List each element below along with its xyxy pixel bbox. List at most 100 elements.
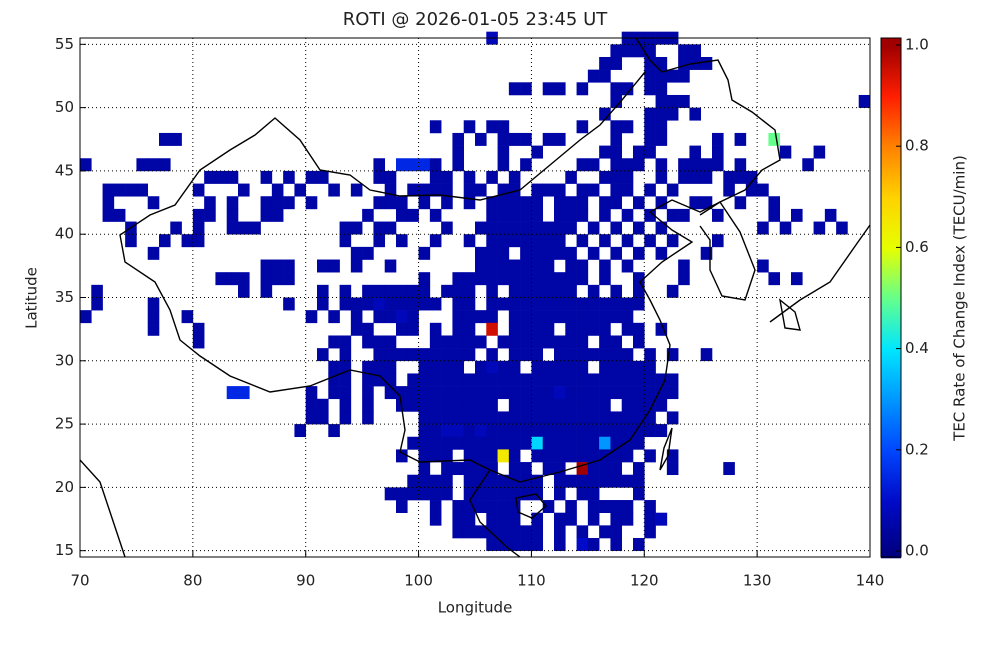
y-tick-label: 30 [55, 351, 74, 369]
cell [497, 474, 510, 488]
cell [508, 208, 521, 222]
cell [644, 145, 656, 159]
colorbar-swatch [881, 196, 901, 199]
colorbar-swatch [881, 346, 901, 349]
cell [508, 335, 521, 349]
cell [633, 436, 645, 450]
cell [576, 348, 589, 362]
x-tick-label: 130 [743, 572, 772, 590]
cell [497, 234, 510, 248]
cell [520, 487, 532, 501]
cell [644, 373, 656, 387]
y-tick-label: 45 [55, 161, 74, 179]
cell [723, 462, 735, 476]
colorbar-swatch [881, 184, 901, 187]
cell [452, 310, 465, 324]
cell [554, 132, 566, 146]
cell [633, 424, 645, 438]
cell [508, 487, 521, 501]
colorbar-swatch [881, 336, 901, 339]
cell [610, 386, 623, 400]
cell [531, 398, 544, 412]
cell [644, 500, 656, 513]
cell [576, 196, 589, 210]
colorbar-swatch [881, 526, 901, 529]
cell [621, 386, 634, 400]
colorbar-swatch [881, 524, 901, 527]
colorbar-swatch [881, 316, 901, 319]
cell [520, 246, 532, 260]
cell [576, 474, 589, 488]
cell [599, 297, 611, 311]
cell [463, 170, 476, 184]
colorbar-swatch [881, 52, 901, 55]
cell [666, 373, 679, 387]
cell [463, 525, 476, 539]
cell [520, 259, 532, 273]
colorbar-swatch [881, 250, 901, 253]
colorbar-swatch [881, 110, 901, 113]
colorbar-swatch [881, 544, 901, 547]
cell [599, 386, 611, 400]
cell [486, 449, 498, 463]
colorbar-swatch [881, 312, 901, 315]
cell [429, 474, 442, 488]
colorbar-swatch [881, 536, 901, 539]
cell [271, 183, 284, 197]
cell [644, 398, 656, 412]
colorbar-swatch [881, 136, 901, 139]
cell [599, 500, 611, 513]
colorbar-swatch [881, 72, 901, 75]
cell [621, 158, 634, 172]
cell [554, 246, 566, 260]
cell [328, 373, 340, 387]
cell [463, 500, 476, 513]
cell [554, 449, 566, 463]
colorbar-swatch [881, 114, 901, 117]
cell [497, 360, 510, 374]
colorbar-swatch [881, 394, 901, 397]
colorbar-tick-label: 1.0 [905, 36, 929, 54]
cell [666, 449, 679, 463]
colorbar-swatch [881, 298, 901, 301]
colorbar-swatch [881, 212, 901, 215]
cell [633, 145, 645, 159]
cell [633, 360, 645, 374]
cell [497, 183, 510, 197]
cell [610, 310, 623, 324]
cell [486, 234, 498, 248]
cell [283, 259, 295, 273]
cell [384, 310, 397, 324]
cell [429, 398, 442, 412]
cell [497, 132, 510, 146]
cell [508, 322, 521, 336]
cell [757, 183, 769, 197]
cell [125, 234, 137, 248]
cell [565, 272, 577, 286]
cell [452, 297, 465, 311]
cell [362, 335, 374, 349]
colorbar-swatch [881, 446, 901, 449]
cell [689, 44, 702, 58]
cell [554, 386, 566, 400]
cell [621, 310, 634, 324]
cell [486, 487, 498, 501]
colorbar-swatch [881, 204, 901, 207]
colorbar-swatch [881, 374, 901, 377]
cell [599, 360, 611, 374]
cell [475, 310, 487, 324]
cell [508, 310, 521, 324]
y-tick-label: 20 [55, 478, 74, 496]
colorbar-swatch [881, 170, 901, 173]
colorbar-swatch [881, 452, 901, 455]
cell [475, 335, 487, 349]
cell [554, 360, 566, 374]
colorbar-frame [880, 37, 902, 558]
cell [824, 208, 837, 222]
cell [452, 145, 465, 159]
cell [328, 259, 340, 273]
cell [497, 196, 510, 210]
colorbar-swatch [881, 462, 901, 465]
cell [463, 462, 476, 476]
cell [666, 386, 679, 400]
